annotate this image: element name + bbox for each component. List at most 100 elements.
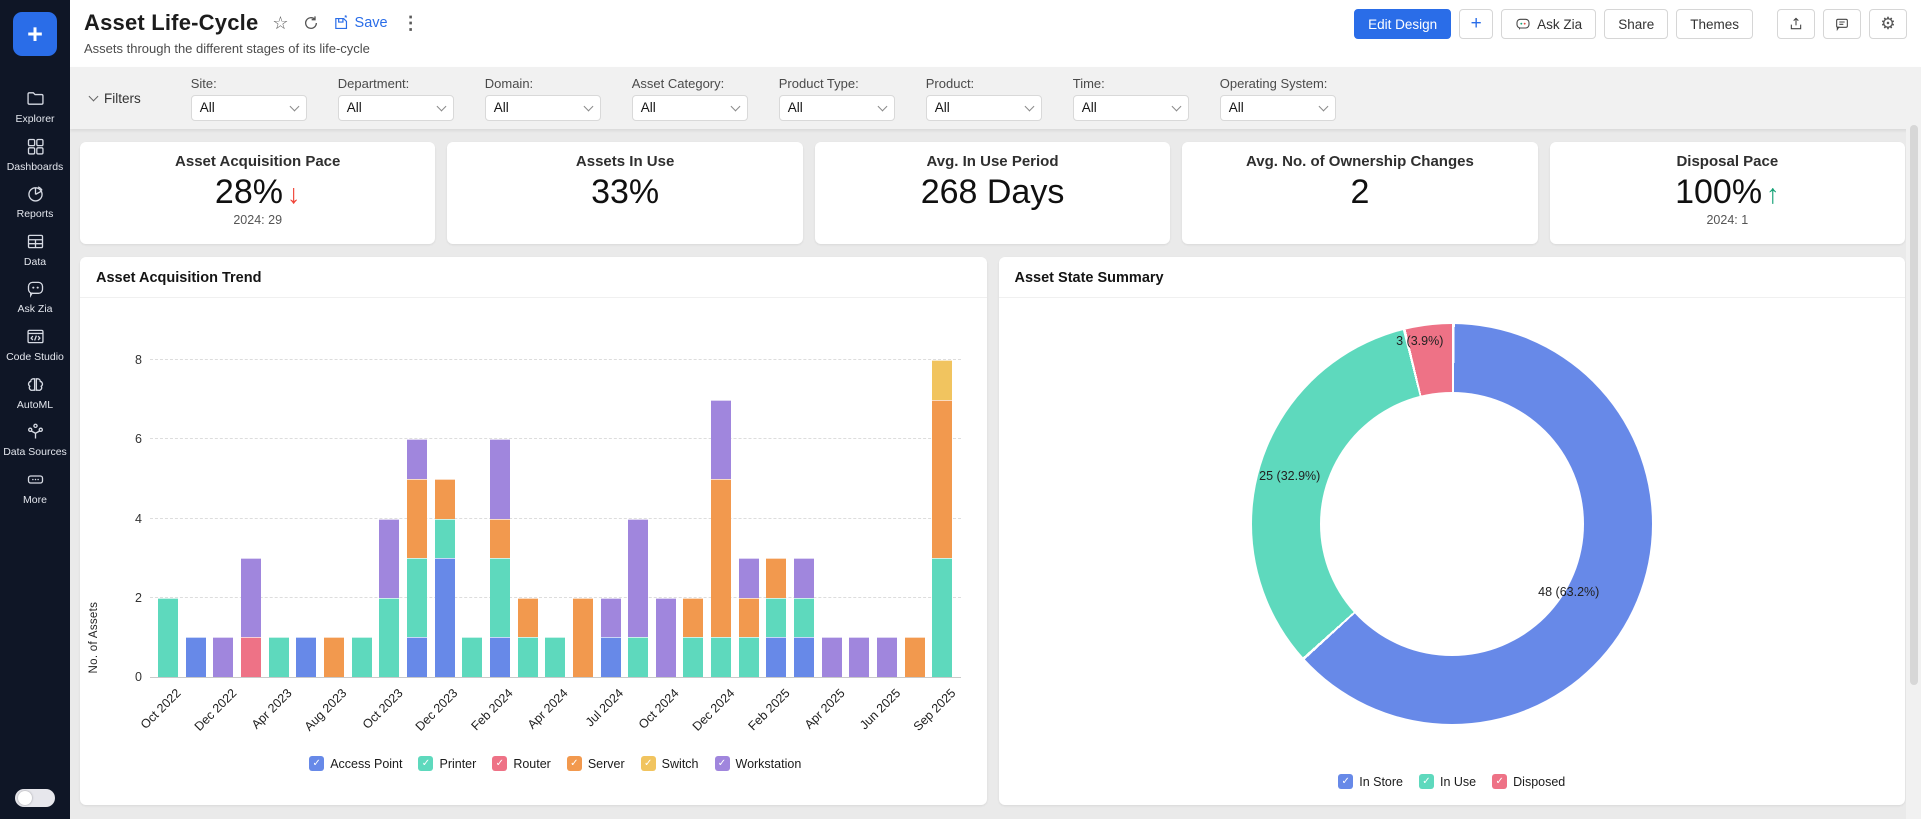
ask-zia-button[interactable]: Ask Zia <box>1501 9 1597 39</box>
bar-column-oct-2023[interactable] <box>379 360 400 677</box>
bar-column-dec-2023[interactable] <box>434 360 455 677</box>
bar-segment-workstation[interactable] <box>711 399 732 479</box>
bar-column-sep-2025[interactable] <box>932 360 953 677</box>
bar-segment-printer[interactable] <box>268 637 289 677</box>
sidebar-item-code-studio[interactable]: Code Studio <box>0 326 70 364</box>
bar-segment-printer[interactable] <box>794 597 815 638</box>
bar-segment-printer[interactable] <box>517 637 538 677</box>
bar-segment-access-point[interactable] <box>296 637 317 677</box>
bar-segment-printer[interactable] <box>158 597 178 677</box>
bar-segment-printer[interactable] <box>379 597 400 677</box>
sidebar-item-dashboards[interactable]: Dashboards <box>0 136 70 174</box>
vertical-scrollbar[interactable] <box>1906 115 1921 819</box>
bar-segment-printer[interactable] <box>434 518 455 559</box>
bar-column-feb-2024[interactable] <box>489 360 510 677</box>
bar-column-jun-2025[interactable] <box>877 360 898 677</box>
legend-checkbox-icon[interactable]: ✓ <box>1338 774 1354 789</box>
bar-segment-printer[interactable] <box>738 637 759 677</box>
bar-segment-workstation[interactable] <box>213 637 234 677</box>
bar-column-feb-2025[interactable] <box>766 360 787 677</box>
bar-column-jul-2024[interactable] <box>600 360 621 677</box>
bar-segment-printer[interactable] <box>766 597 787 638</box>
sidebar-item-data-sources[interactable]: Data Sources <box>0 421 70 459</box>
filter-select-product-type[interactable]: All <box>778 94 895 121</box>
save-button[interactable]: * Save <box>333 15 388 32</box>
bar-segment-workstation[interactable] <box>240 558 261 638</box>
legend-checkbox-icon[interactable]: ✓ <box>640 756 656 771</box>
export-button[interactable] <box>1777 9 1815 39</box>
legend-item-printer[interactable]: ✓ Printer <box>418 756 476 771</box>
legend-item-access-point[interactable]: ✓ Access Point <box>309 756 402 771</box>
bar-segment-access-point[interactable] <box>766 637 787 677</box>
bar-segment-server[interactable] <box>932 399 953 559</box>
bar-segment-server[interactable] <box>711 478 732 638</box>
filter-select-department[interactable]: All <box>337 94 454 121</box>
bar-column[interactable] <box>849 360 870 677</box>
bar-column[interactable] <box>406 360 427 677</box>
legend-item-in-use[interactable]: ✓ In Use <box>1419 774 1476 789</box>
bar-segment-access-point[interactable] <box>406 637 427 677</box>
share-button[interactable]: Share <box>1604 9 1669 39</box>
bar-segment-server[interactable] <box>517 597 538 638</box>
bar-segment-server[interactable] <box>683 597 704 638</box>
bar-segment-server[interactable] <box>489 518 510 559</box>
bar-segment-router[interactable] <box>240 637 261 677</box>
legend-checkbox-icon[interactable]: ✓ <box>492 756 508 771</box>
sidebar-item-more[interactable]: More <box>0 469 70 507</box>
filter-select-domain[interactable]: All <box>484 94 601 121</box>
bar-column[interactable] <box>683 360 704 677</box>
bar-segment-workstation[interactable] <box>406 439 427 479</box>
bar-column[interactable] <box>240 360 261 677</box>
bar-segment-server[interactable] <box>904 637 925 677</box>
bar-segment-workstation[interactable] <box>489 439 510 519</box>
bar-segment-server[interactable] <box>738 597 759 638</box>
sidebar-item-explorer[interactable]: Explorer <box>0 88 70 126</box>
legend-item-in-store[interactable]: ✓ In Store <box>1338 774 1403 789</box>
legend-checkbox-icon[interactable]: ✓ <box>566 756 582 771</box>
bar-column[interactable] <box>572 360 593 677</box>
favorite-star-icon[interactable]: ☆ <box>272 13 289 33</box>
filter-select-time[interactable]: All <box>1072 94 1189 121</box>
scrollbar-thumb[interactable] <box>1910 125 1918 685</box>
filters-toggle[interactable]: Filters <box>88 91 141 106</box>
bar-segment-workstation[interactable] <box>794 558 815 598</box>
sidebar-item-reports[interactable]: Reports <box>0 183 70 221</box>
bar-column[interactable] <box>351 360 372 677</box>
bar-segment-access-point[interactable] <box>794 637 815 677</box>
bar-segment-workstation[interactable] <box>655 597 676 677</box>
bar-segment-switch[interactable] <box>932 360 953 400</box>
bar-segment-server[interactable] <box>406 478 427 559</box>
bar-segment-printer[interactable] <box>545 637 566 677</box>
legend-checkbox-icon[interactable]: ✓ <box>714 756 730 771</box>
legend-checkbox-icon[interactable]: ✓ <box>1492 774 1508 789</box>
legend-item-switch[interactable]: ✓ Switch <box>640 756 699 771</box>
themes-button[interactable]: Themes <box>1676 9 1753 39</box>
bar-segment-server[interactable] <box>766 558 787 598</box>
bar-segment-printer[interactable] <box>462 637 483 677</box>
bar-segment-printer[interactable] <box>489 558 510 638</box>
bar-segment-workstation[interactable] <box>877 637 898 677</box>
sidebar-theme-toggle[interactable] <box>15 789 55 807</box>
legend-item-workstation[interactable]: ✓ Workstation <box>714 756 801 771</box>
bar-segment-printer[interactable] <box>932 558 953 677</box>
legend-item-router[interactable]: ✓ Router <box>492 756 551 771</box>
bar-column-aug-2023[interactable] <box>323 360 344 677</box>
legend-checkbox-icon[interactable]: ✓ <box>1419 774 1434 789</box>
add-widget-button[interactable]: + <box>1459 9 1494 39</box>
bar-segment-workstation[interactable] <box>379 518 400 598</box>
filter-select-asset-category[interactable]: All <box>631 94 748 121</box>
bar-segment-workstation[interactable] <box>849 637 870 677</box>
bar-column[interactable] <box>628 360 649 677</box>
bar-segment-workstation[interactable] <box>821 637 842 677</box>
bar-segment-printer[interactable] <box>406 558 427 638</box>
bar-segment-printer[interactable] <box>711 637 732 677</box>
bar-column-dec-2024[interactable] <box>711 360 732 677</box>
bar-segment-workstation[interactable] <box>738 558 759 598</box>
bar-column-oct-2022[interactable] <box>158 360 178 677</box>
donut-ring[interactable] <box>1251 324 1652 724</box>
bar-segment-access-point[interactable] <box>489 637 510 677</box>
bar-column-apr-2023[interactable] <box>268 360 289 677</box>
bar-segment-access-point[interactable] <box>434 558 455 677</box>
bar-column-dec-2022[interactable] <box>213 360 234 677</box>
sidebar-item-data[interactable]: Data <box>0 231 70 269</box>
